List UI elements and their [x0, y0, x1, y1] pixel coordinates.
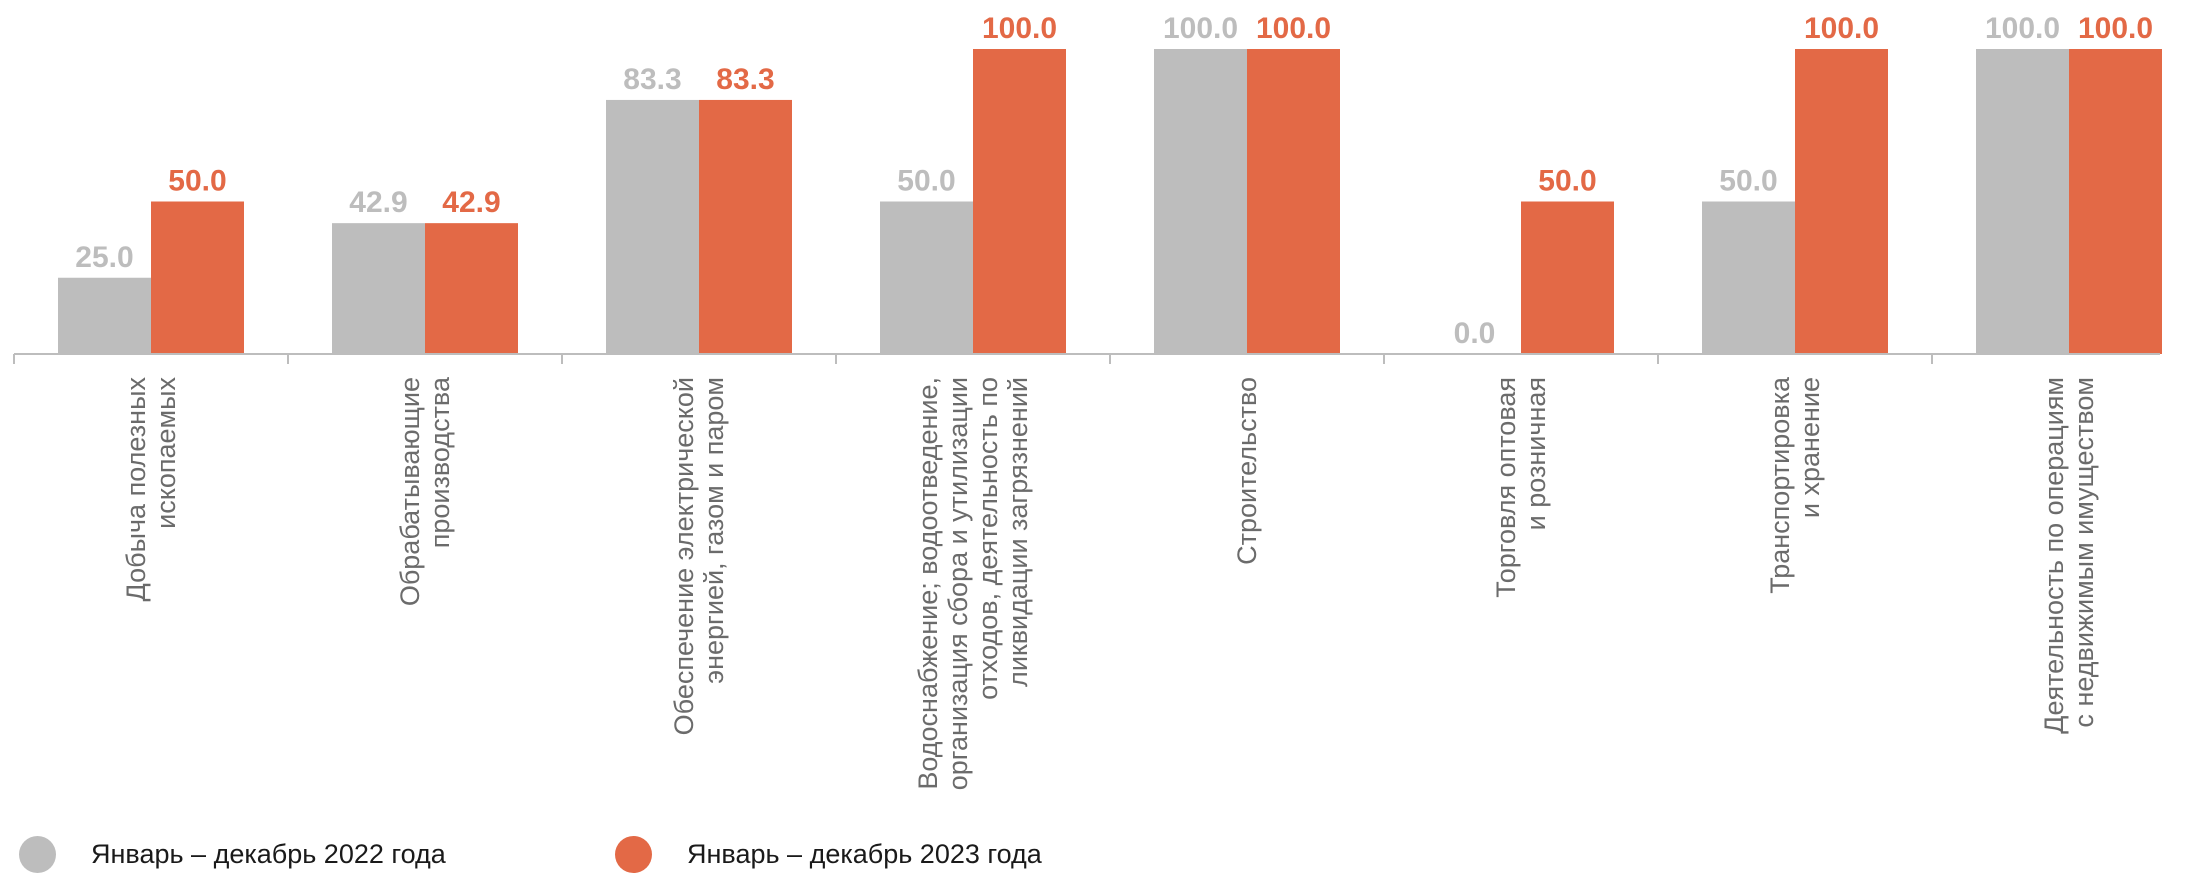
legend-item-2022: Январь – декабрь 2022 года [19, 836, 446, 873]
data-label-2023-cat-7: 100.0 [2078, 12, 2153, 45]
bar-2023-cat-4 [1247, 49, 1340, 354]
legend-label-2022: Январь – декабрь 2022 года [91, 839, 446, 869]
legend-label-2023: Январь – декабрь 2023 года [687, 839, 1042, 869]
bar-2022-cat-2 [606, 99, 699, 354]
bar-2023-cat-2 [699, 99, 792, 354]
category-label-7: Деятельность по операциямс недвижимым им… [2039, 377, 2099, 734]
category-label-0: Добыча полезныхископаемых [121, 377, 181, 602]
data-label-2022-cat-3: 50.0 [897, 165, 955, 198]
category-labels-group: Добыча полезныхископаемых Обрабатывающиеп… [121, 376, 2099, 790]
data-label-2022-cat-1: 42.9 [349, 186, 407, 219]
data-label-2023-cat-0: 50.0 [168, 165, 226, 198]
data-label-2022-cat-4: 100.0 [1163, 12, 1238, 45]
legend-marker-2023 [615, 836, 652, 873]
bar-2022-cat-3 [880, 201, 973, 354]
category-label-2: Обеспечение электрическойэнергией, газом… [669, 377, 729, 735]
x-axis [13, 353, 2160, 364]
bar-2023-cat-5 [1521, 201, 1614, 354]
legend-item-2023: Январь – декабрь 2023 года [615, 836, 1042, 873]
category-label-4: Строительство [1232, 377, 1262, 565]
bar-2023-cat-3 [973, 49, 1066, 354]
bars-group [58, 49, 2162, 354]
bar-2023-cat-1 [425, 223, 518, 354]
bar-2022-cat-4 [1154, 49, 1247, 354]
data-label-2023-cat-6: 100.0 [1804, 12, 1879, 45]
data-label-2022-cat-2: 83.3 [623, 63, 681, 96]
bar-2022-cat-6 [1702, 201, 1795, 354]
bar-2023-cat-7 [2069, 49, 2162, 354]
category-label-1: Обрабатывающиепроизводства [395, 376, 455, 606]
data-label-2022-cat-5: 0.0 [1454, 317, 1496, 350]
data-label-2022-cat-0: 25.0 [75, 241, 133, 274]
data-label-2023-cat-4: 100.0 [1256, 12, 1331, 45]
legend: Январь – декабрь 2022 года Январь – дека… [0, 836, 2192, 873]
data-label-2022-cat-6: 50.0 [1719, 165, 1777, 198]
value-labels-group: 25.0 50.0 42.9 42.9 83.3 83.3 50.0 100.0 100.0 10… [75, 12, 2153, 350]
bar-chart: 25.0 50.0 42.9 42.9 83.3 83.3 50.0 100.0 100.0 10… [13, 12, 2162, 790]
data-label-2023-cat-5: 50.0 [1538, 165, 1596, 198]
category-label-5: Торговля оптоваяи розничная [1491, 377, 1551, 598]
data-label-2023-cat-1: 42.9 [442, 186, 500, 219]
data-label-2023-cat-3: 100.0 [982, 12, 1057, 45]
bar-2023-cat-0 [151, 201, 244, 354]
bar-2022-cat-1 [332, 223, 425, 354]
data-label-2022-cat-7: 100.0 [1985, 12, 2060, 45]
bar-2022-cat-0 [58, 277, 151, 354]
legend-marker-2022 [19, 836, 56, 873]
bar-2023-cat-6 [1795, 49, 1888, 354]
category-label-3: Водоснабжение; водоотведение,организация… [913, 377, 1033, 790]
bar-2022-cat-7 [1976, 49, 2069, 354]
data-label-2023-cat-2: 83.3 [716, 63, 774, 96]
category-label-6: Транспортировкаи хранение [1765, 376, 1825, 594]
